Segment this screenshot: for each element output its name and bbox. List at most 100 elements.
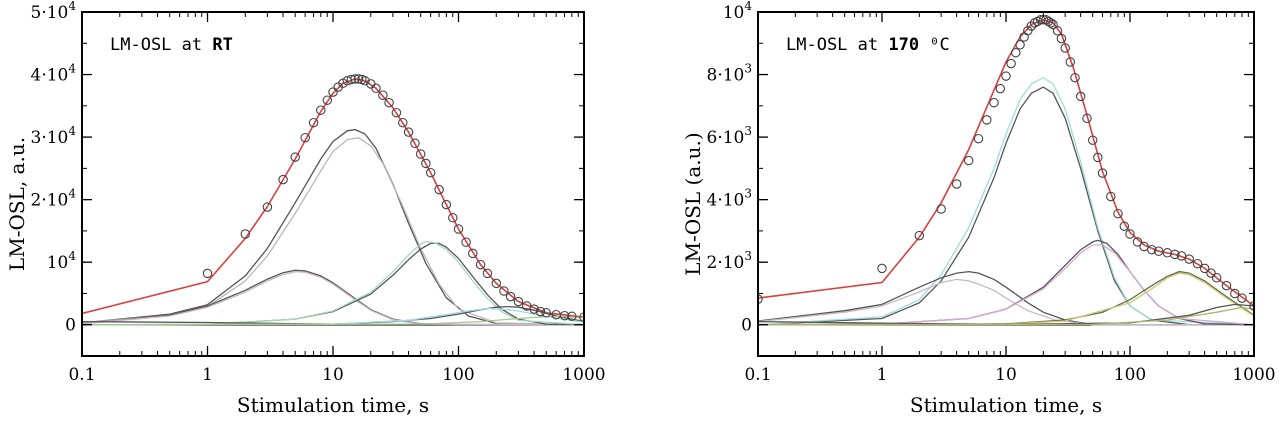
data-point [308, 117, 319, 128]
x-tick-label: 1000 [562, 365, 605, 385]
fit-curve-0 [758, 18, 1254, 307]
data-point [1011, 47, 1021, 58]
fit-curve-6 [82, 240, 584, 326]
data-point [541, 308, 551, 318]
data-point [1087, 135, 1098, 145]
y-tick-label: 0 [65, 316, 76, 336]
y-tick-label: 2·104 [31, 187, 77, 211]
data-point [1075, 91, 1086, 102]
x-tick-label: 100 [1114, 365, 1146, 385]
x-tick-label: 100 [442, 365, 474, 385]
y-tick-label: 6·103 [707, 124, 753, 148]
data-point [468, 248, 478, 259]
data-point [1125, 229, 1135, 239]
data-point [328, 87, 338, 97]
data-point [951, 179, 962, 189]
data-point [1237, 293, 1247, 303]
data-point [1015, 40, 1025, 50]
data-point [202, 268, 213, 279]
plot-area [82, 74, 584, 326]
data-point [316, 105, 326, 115]
data-point [758, 294, 763, 304]
fit-curve-0 [82, 78, 584, 318]
data-point [240, 229, 251, 239]
data-point [360, 76, 370, 86]
data-point [1052, 26, 1063, 36]
data-point [1041, 15, 1051, 25]
y-tick-label: 4·104 [31, 62, 77, 86]
data-point [1056, 33, 1067, 44]
data-point [475, 259, 486, 270]
data-point [567, 311, 577, 322]
data-point [353, 74, 364, 84]
data-point [963, 155, 974, 166]
data-point [559, 310, 570, 321]
data-point [1249, 301, 1254, 311]
y-tick-label: 104 [723, 0, 753, 23]
data-point [1153, 246, 1164, 256]
data-point [1184, 254, 1194, 264]
data-point [1106, 191, 1116, 202]
data-point [403, 127, 414, 137]
data-point [398, 117, 408, 128]
data-point [1006, 58, 1016, 69]
data-point [1162, 248, 1173, 258]
data-point [1170, 249, 1180, 260]
data-point [936, 204, 946, 214]
data-point [384, 97, 394, 108]
y-tick-label: 2·103 [707, 249, 753, 273]
data-point [290, 152, 300, 162]
y-axis-title: LM-OSL (a.u.) [681, 132, 705, 275]
data-point [995, 83, 1006, 94]
data-point [1082, 113, 1092, 124]
x-tick-label: 1 [202, 365, 213, 385]
fit-curve-8 [82, 307, 584, 326]
data-point [1065, 57, 1076, 67]
x-axis-title: Stimulation time, s [910, 393, 1102, 417]
data-point [346, 74, 357, 85]
data-point [535, 306, 546, 317]
data-point [1119, 221, 1130, 231]
data-point [350, 74, 360, 84]
data-point [1221, 280, 1232, 291]
data-point [982, 115, 992, 125]
data-point [1097, 168, 1108, 178]
data-point [1026, 21, 1037, 31]
fit-curve-9 [82, 315, 584, 326]
data-point [1147, 244, 1157, 255]
data-point [1132, 237, 1143, 247]
data-point [434, 184, 444, 195]
data-point [1070, 72, 1080, 83]
data-point [461, 237, 471, 247]
data-point [877, 263, 887, 274]
data-point [1230, 288, 1240, 299]
fit-curve-9 [758, 303, 1254, 326]
data-point [1192, 258, 1203, 269]
data-point [1093, 152, 1103, 163]
data-point [441, 199, 452, 210]
x-tick-label: 10 [995, 365, 1017, 385]
data-point [421, 158, 431, 169]
data-point [505, 291, 516, 302]
y-tick-label: 104 [47, 249, 77, 273]
data-point [973, 133, 984, 144]
data-point [415, 149, 426, 159]
x-tick-label: 1000 [1232, 365, 1275, 385]
x-tick-label: 0.1 [68, 365, 95, 385]
data-point [1023, 26, 1033, 36]
data-point [378, 90, 388, 100]
data-point [391, 107, 402, 118]
y-tick-label: 4·103 [707, 187, 753, 211]
data-point [499, 286, 509, 296]
data-point [410, 138, 420, 149]
fit-curve-4 [82, 270, 584, 326]
data-point [1206, 268, 1216, 278]
data-point [300, 132, 310, 143]
data-point [914, 230, 925, 241]
chart-panel-room-temperature: 0.1 1 10 100 1000 0 104 2·104 3·104 4·104 5·104 Sti… [5, 0, 606, 417]
data-point [1211, 273, 1222, 283]
data-point [322, 95, 333, 105]
data-point [262, 202, 273, 212]
data-point [1199, 263, 1210, 274]
